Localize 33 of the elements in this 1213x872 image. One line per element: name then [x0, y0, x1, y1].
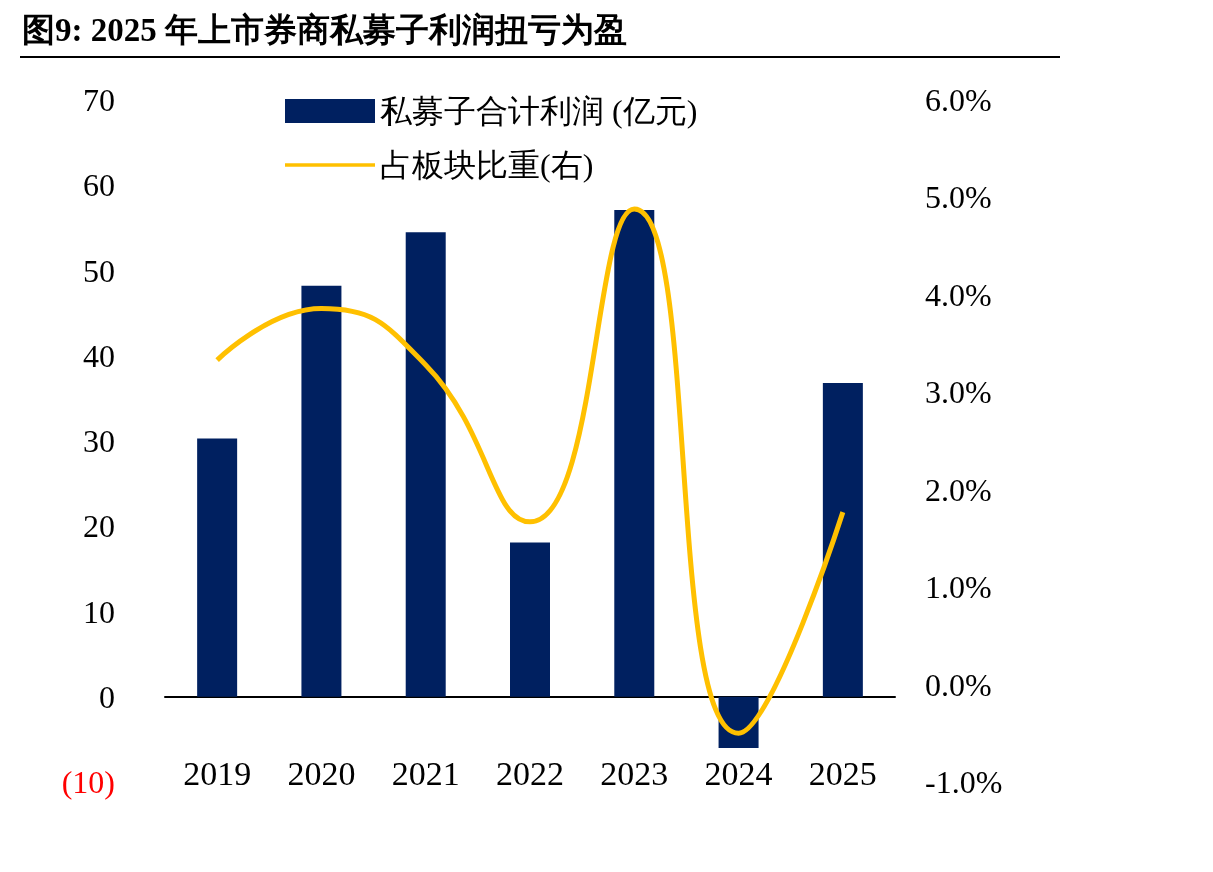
y2-tick-label: 4.0%: [925, 276, 992, 313]
legend-label: 私募子合计利润 (亿元): [380, 93, 698, 129]
x-tick-label: 2023: [600, 755, 669, 793]
x-tick-label: 2020: [287, 755, 356, 793]
bar: [301, 285, 342, 697]
y2-tick-label: 1.0%: [925, 569, 992, 606]
y2-tick-label: 2.0%: [925, 471, 992, 508]
x-tick-label: 2025: [808, 755, 877, 793]
x-tick-label: 2021: [391, 755, 460, 793]
x-tick-label: 2019: [183, 755, 252, 793]
x-tick-label: 2022: [496, 755, 564, 793]
chart-title: 图9: 2025 年上市券商私募子利润扭亏为盈: [22, 11, 627, 50]
y-tick-label: (10): [61, 764, 115, 800]
y-tick-label: 0: [99, 678, 115, 715]
bar: [510, 542, 550, 697]
y-tick-label: 20: [83, 508, 115, 545]
y2-tick-label: 0.0%: [925, 666, 992, 703]
y-tick-label: 70: [83, 82, 115, 118]
y-tick-label: 40: [83, 337, 115, 374]
y-tick-label: 60: [83, 167, 115, 204]
bar: [405, 232, 446, 697]
y2-tick-label: 6.0%: [925, 82, 992, 118]
y-tick-label: 10: [83, 593, 115, 630]
bar: [197, 438, 238, 697]
y2-tick-label: 5.0%: [925, 179, 992, 216]
y-tick-label: 50: [83, 252, 115, 289]
bar: [822, 383, 863, 697]
x-tick-label: 2024: [704, 755, 773, 793]
y-tick-label: 30: [83, 423, 115, 459]
bar: [614, 209, 655, 697]
y2-tick-label: 3.0%: [925, 374, 992, 411]
y2-tick-label: -1.0%: [925, 764, 1003, 800]
legend-label: 占板块比重(右): [380, 147, 594, 183]
